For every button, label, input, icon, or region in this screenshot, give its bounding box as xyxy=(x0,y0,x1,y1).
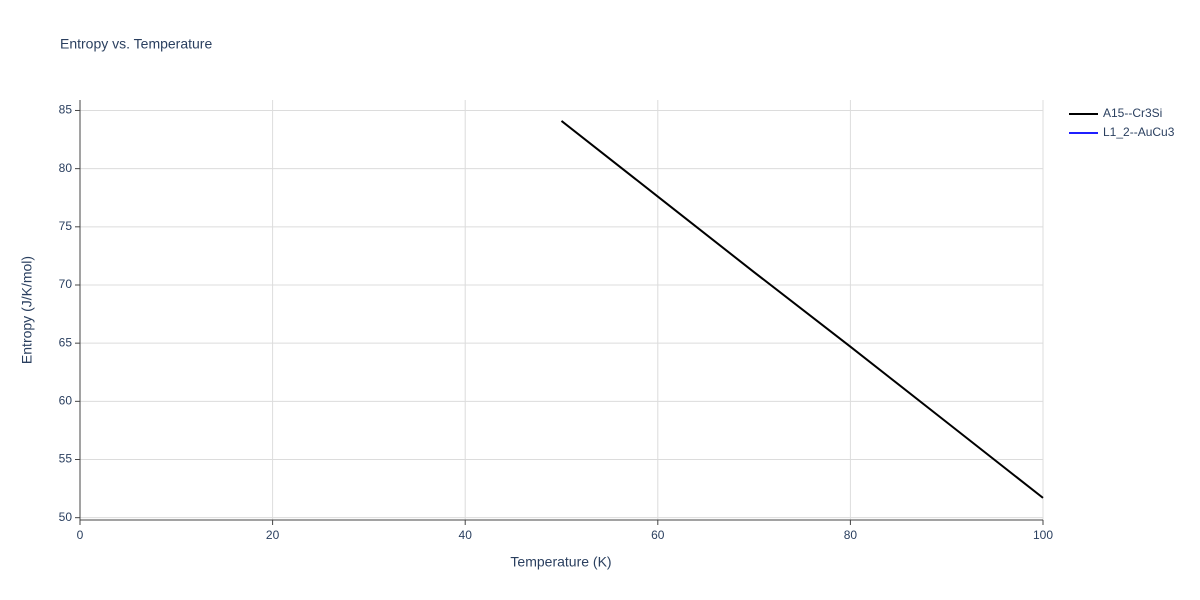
y-tick-label: 55 xyxy=(59,452,73,466)
y-tick-label: 65 xyxy=(59,335,73,349)
y-axis-title: Entropy (J/K/mol) xyxy=(19,256,35,364)
legend-label: A15--Cr3Si xyxy=(1103,106,1162,120)
x-tick-label: 20 xyxy=(266,528,280,542)
y-tick-label: 80 xyxy=(59,161,73,175)
legend-label: L1_2--AuCu3 xyxy=(1103,125,1175,139)
x-axis-title: Temperature (K) xyxy=(510,554,611,570)
series-line xyxy=(560,120,1044,499)
y-tick-label: 75 xyxy=(59,219,73,233)
y-tick-label: 50 xyxy=(59,510,73,524)
x-tick-label: 60 xyxy=(651,528,665,542)
chart-title: Entropy vs. Temperature xyxy=(60,36,212,52)
y-tick-label: 85 xyxy=(59,103,73,117)
y-tick-label: 60 xyxy=(59,394,73,408)
x-tick-label: 40 xyxy=(459,528,473,542)
x-tick-label: 0 xyxy=(77,528,84,542)
x-tick-label: 100 xyxy=(1033,528,1053,542)
x-tick-label: 80 xyxy=(844,528,858,542)
y-tick-label: 70 xyxy=(59,277,73,291)
